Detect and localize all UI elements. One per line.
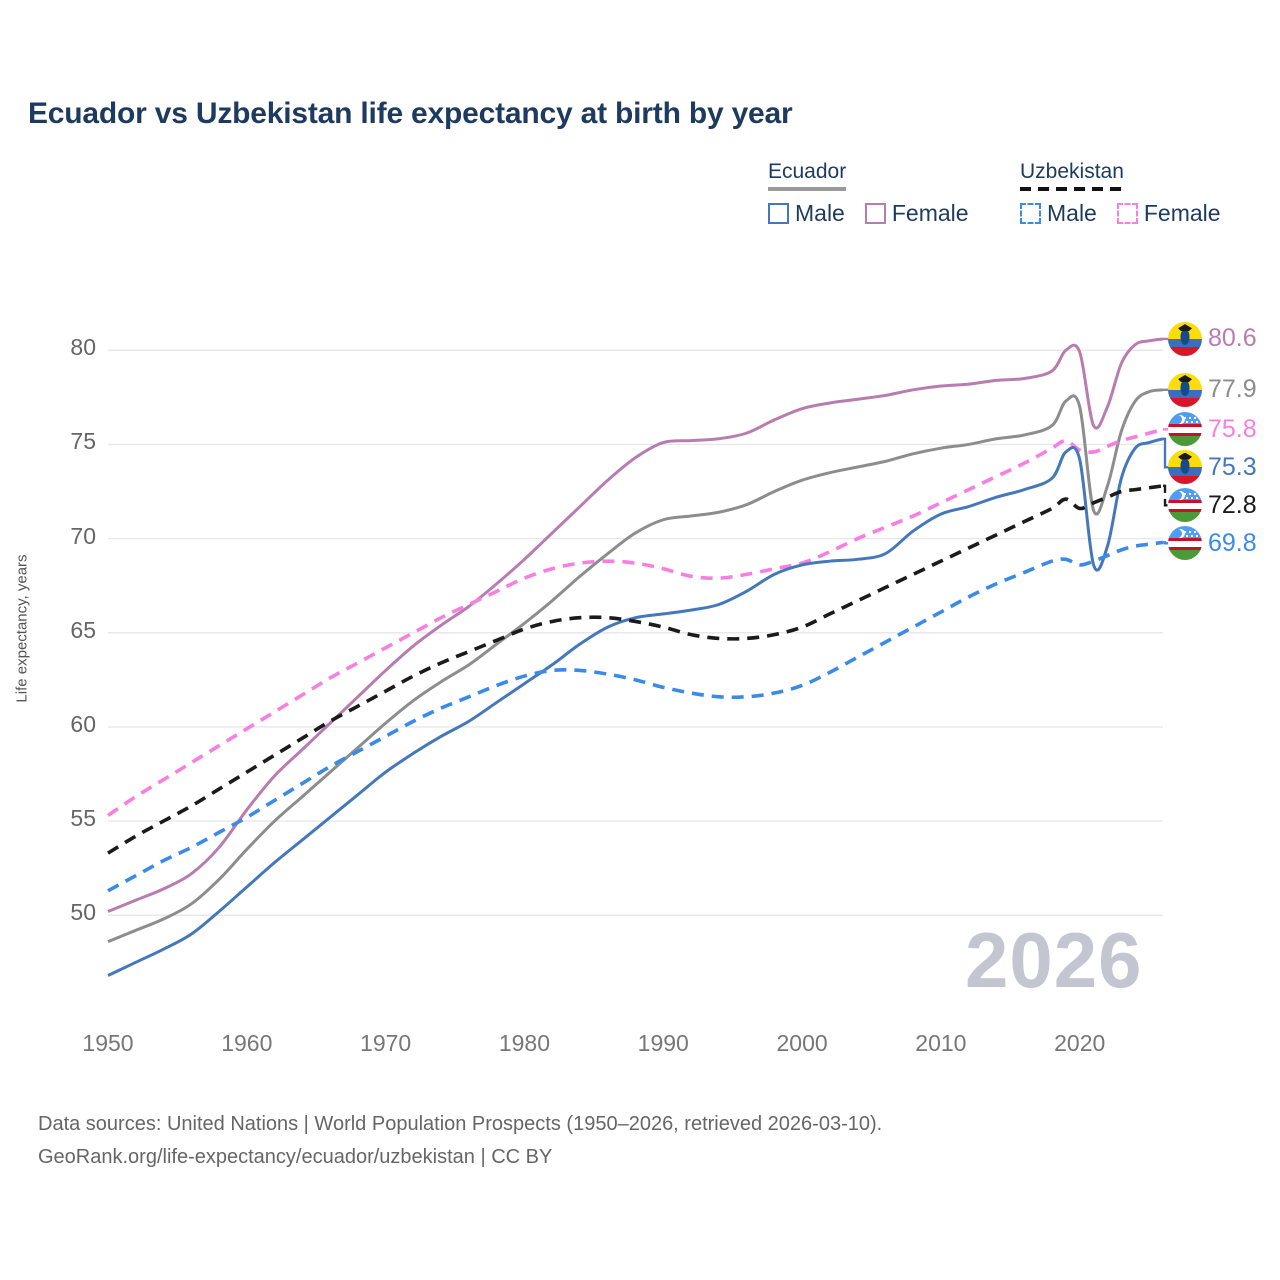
legend-swatch-icon bbox=[1020, 203, 1041, 224]
end-label-connector bbox=[1163, 437, 1169, 469]
legend-label: Male bbox=[795, 200, 845, 226]
x-tick-label: 1990 bbox=[637, 1030, 689, 1056]
x-tick-label: 1980 bbox=[498, 1030, 551, 1056]
series-end-value: 69.8 bbox=[1208, 528, 1257, 557]
series-line bbox=[106, 427, 1164, 817]
legend-item-uzbekistan-male[interactable]: Male bbox=[1020, 200, 1097, 227]
legend-swatch-icon bbox=[864, 203, 886, 224]
series-end-value: 80.6 bbox=[1208, 324, 1257, 353]
y-tick-label: 75 bbox=[70, 428, 96, 455]
ecuador-flag-icon bbox=[1168, 450, 1202, 485]
y-tick-label: 70 bbox=[70, 522, 96, 549]
series-end-label: 75.8 bbox=[1168, 412, 1257, 447]
series-end-value: 77.9 bbox=[1208, 375, 1257, 404]
ecuador-flag-icon bbox=[1168, 321, 1202, 356]
x-tick-label: 1970 bbox=[360, 1030, 412, 1056]
y-tick-label: 55 bbox=[70, 805, 96, 832]
ecuador-flag-icon bbox=[1168, 372, 1202, 407]
x-tick-label: 2000 bbox=[776, 1030, 828, 1056]
legend-group-title-ecuador: Ecuador bbox=[768, 160, 847, 183]
series-end-value: 72.8 bbox=[1208, 490, 1257, 519]
legend-rule-uzbekistan bbox=[1020, 187, 1124, 191]
series-end-label: 80.6 bbox=[1168, 321, 1257, 356]
series-line bbox=[107, 337, 1164, 913]
legend-group-ecuador: Ecuador Male Female bbox=[768, 160, 969, 227]
legend-swatch-icon bbox=[768, 203, 789, 224]
footer: Data sources: United Nations | World Pop… bbox=[38, 1108, 1238, 1174]
legend-group-title-uzbekistan: Uzbekistan bbox=[1020, 160, 1124, 183]
year-watermark: 2026 bbox=[965, 916, 1143, 1004]
end-label-connector bbox=[1163, 484, 1169, 507]
legend-label: Female bbox=[1143, 200, 1221, 226]
x-tick-label: 2020 bbox=[1054, 1030, 1106, 1056]
legend-rule-ecuador bbox=[768, 187, 847, 191]
series-end-label: 75.3 bbox=[1168, 450, 1257, 485]
x-tick-label: 2010 bbox=[915, 1030, 967, 1056]
legend-item-ecuador-male[interactable]: Male bbox=[768, 200, 845, 227]
y-tick-label: 50 bbox=[70, 899, 96, 926]
series-end-label: 77.9 bbox=[1168, 372, 1257, 407]
series-line bbox=[107, 437, 1164, 977]
uzbekistan-flag-icon bbox=[1168, 526, 1202, 561]
uzbekistan-flag-icon bbox=[1168, 412, 1202, 447]
legend-swatch-icon bbox=[1116, 203, 1138, 224]
legend-item-ecuador-female[interactable]: Female bbox=[864, 200, 969, 227]
uzbekistan-flag-icon bbox=[1168, 488, 1202, 523]
series-end-value: 75.8 bbox=[1208, 414, 1257, 443]
y-tick-label: 80 bbox=[70, 334, 96, 361]
y-tick-label: 65 bbox=[70, 616, 96, 643]
legend-group-uzbekistan: Uzbekistan Male Female bbox=[1020, 160, 1221, 227]
series-end-label: 69.8 bbox=[1168, 526, 1257, 561]
chart-legend: Ecuador Male Female Uzbekistan bbox=[760, 160, 1260, 240]
series-end-label: 72.8 bbox=[1168, 488, 1257, 523]
series-line bbox=[107, 540, 1164, 893]
page-title: Ecuador vs Uzbekistan life expectancy at… bbox=[28, 97, 793, 130]
legend-label: Male bbox=[1047, 200, 1097, 226]
y-tick-label: 60 bbox=[70, 710, 96, 737]
x-tick-label: 1950 bbox=[82, 1030, 134, 1056]
series-line bbox=[107, 484, 1164, 855]
legend-label: Female bbox=[891, 200, 969, 226]
series-line bbox=[107, 388, 1164, 944]
end-label-connector bbox=[1163, 541, 1169, 545]
footer-line-2: GeoRank.org/life-expectancy/ecuador/uzbe… bbox=[38, 1146, 553, 1168]
y-axis-label: Life expectancy, years bbox=[13, 554, 31, 703]
legend-item-uzbekistan-female[interactable]: Female bbox=[1116, 200, 1221, 227]
series-end-value: 75.3 bbox=[1208, 452, 1257, 481]
footer-line-1: Data sources: United Nations | World Pop… bbox=[38, 1113, 883, 1135]
x-tick-label: 1960 bbox=[221, 1030, 273, 1056]
